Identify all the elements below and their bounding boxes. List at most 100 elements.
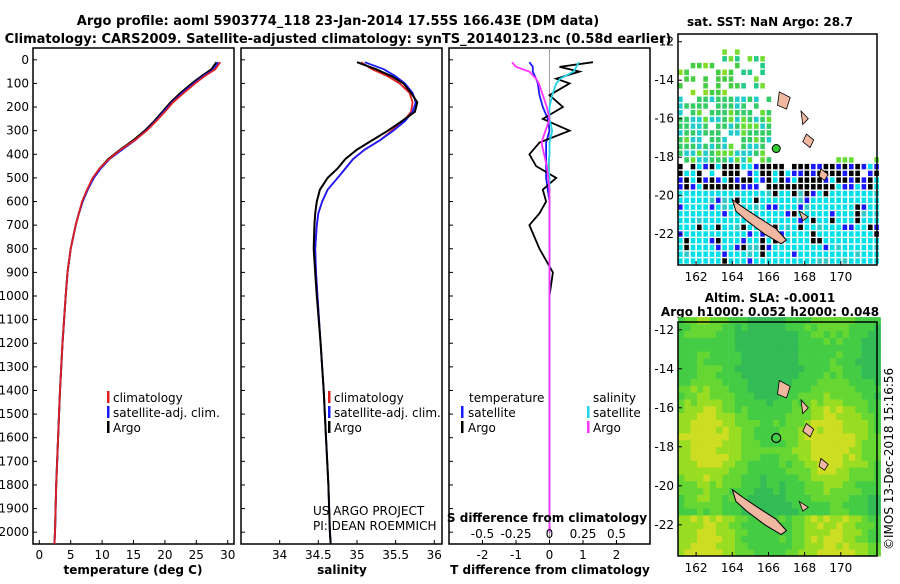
- sla-cell: [760, 378, 767, 386]
- argo-location-marker: [771, 432, 782, 444]
- sla-cell: [773, 494, 780, 502]
- sla-cell: [811, 371, 818, 379]
- sla-cell: [861, 440, 869, 448]
- sla-cell: [747, 494, 755, 502]
- sla-cell: [722, 515, 729, 523]
- sst-cell: [817, 190, 822, 197]
- sst-cell: [798, 238, 803, 244]
- sla-cell: [798, 460, 805, 468]
- sst-cell: [754, 116, 759, 123]
- sla-cell: [760, 364, 767, 373]
- sst-cell: [735, 110, 740, 116]
- sla-cell: [849, 433, 856, 441]
- sla-cell: [798, 371, 805, 379]
- sla-cell: [823, 399, 831, 407]
- sla-cell: [741, 440, 748, 448]
- sla-cell: [741, 364, 748, 373]
- sla-cell: [684, 480, 691, 489]
- sst-cell: [709, 211, 715, 217]
- sla-cell: [754, 399, 761, 407]
- sst-cell: [868, 251, 873, 257]
- sla-cell: [823, 542, 831, 550]
- sla-cell: [690, 385, 698, 393]
- sla-cell: [741, 385, 748, 393]
- sst-cell: [735, 258, 740, 264]
- sst-cell: [766, 204, 772, 210]
- sst-cell: [716, 116, 721, 123]
- sst-cell: [792, 231, 797, 237]
- sla-map: [678, 317, 881, 557]
- sst-cell: [678, 177, 683, 183]
- sst-cell: [735, 56, 740, 62]
- sla-cell: [728, 453, 736, 461]
- sla-cell: [703, 521, 710, 530]
- sla-cell: [690, 501, 698, 509]
- legend-swatch-s-satellite: [587, 406, 590, 418]
- sst-cell: [703, 163, 708, 170]
- sla-cell: [728, 528, 736, 536]
- sla-cell: [811, 501, 818, 509]
- series-line-argo: [53, 61, 221, 545]
- sla-cell: [709, 364, 717, 373]
- sla-cell: [754, 317, 761, 325]
- temperature-plot: [53, 61, 221, 545]
- sst-cell: [773, 170, 778, 177]
- sst-cell: [792, 197, 797, 203]
- sst-cell: [747, 143, 753, 150]
- sst-cell: [741, 110, 746, 116]
- sla-cell: [817, 419, 824, 427]
- sla-cell: [690, 378, 698, 386]
- sla-cell: [798, 528, 805, 536]
- sst-cell: [697, 217, 702, 224]
- sla-cell: [735, 528, 742, 536]
- sst-cell: [817, 224, 822, 230]
- sla-cell: [703, 412, 710, 420]
- sst-cell: [741, 103, 746, 109]
- sla-cell: [811, 467, 818, 475]
- sla-cell: [747, 433, 755, 441]
- sst-cell: [817, 177, 822, 183]
- sla-cell: [709, 535, 717, 543]
- sla-cell: [697, 446, 704, 454]
- sla-cell: [728, 460, 736, 468]
- sst-cell: [690, 251, 696, 257]
- sla-cell: [722, 358, 729, 366]
- sla-cell: [804, 392, 812, 400]
- sst-cell: [684, 238, 689, 244]
- sla-cell: [785, 344, 793, 352]
- sst-cell: [728, 258, 734, 264]
- sla-cell: [804, 460, 812, 468]
- sst-cell: [779, 163, 784, 170]
- sla-cell: [728, 508, 736, 516]
- sst-cell: [735, 244, 740, 251]
- sla-cell: [703, 480, 710, 489]
- sla-cell: [823, 508, 831, 516]
- sla-cell: [842, 494, 850, 502]
- sst-cell: [741, 157, 746, 163]
- sla-cell: [735, 446, 742, 454]
- sst-cell: [760, 56, 765, 62]
- sst-cell: [804, 217, 810, 224]
- sla-cell: [811, 351, 818, 359]
- sla-cell: [861, 364, 869, 373]
- sla-cell: [773, 323, 780, 332]
- sla-cell: [798, 337, 805, 345]
- sla-cell: [728, 399, 736, 407]
- sla-cell: [861, 426, 869, 434]
- sst-cell: [823, 258, 829, 264]
- sst-cell: [722, 244, 727, 251]
- sla-cell: [823, 487, 831, 495]
- sst-cell: [792, 184, 797, 190]
- sst-cell: [855, 251, 860, 257]
- sst-cell: [868, 211, 873, 217]
- sst-cell: [716, 110, 721, 116]
- sla-cell: [868, 344, 875, 352]
- sla-cell: [785, 467, 793, 475]
- sla-cell: [709, 371, 717, 379]
- sst-cell: [728, 103, 734, 109]
- sst-cell: [760, 137, 765, 143]
- sla-cell: [842, 453, 850, 461]
- sla-cell: [836, 515, 843, 523]
- sla-cell: [760, 433, 767, 441]
- sst-cell: [678, 116, 683, 123]
